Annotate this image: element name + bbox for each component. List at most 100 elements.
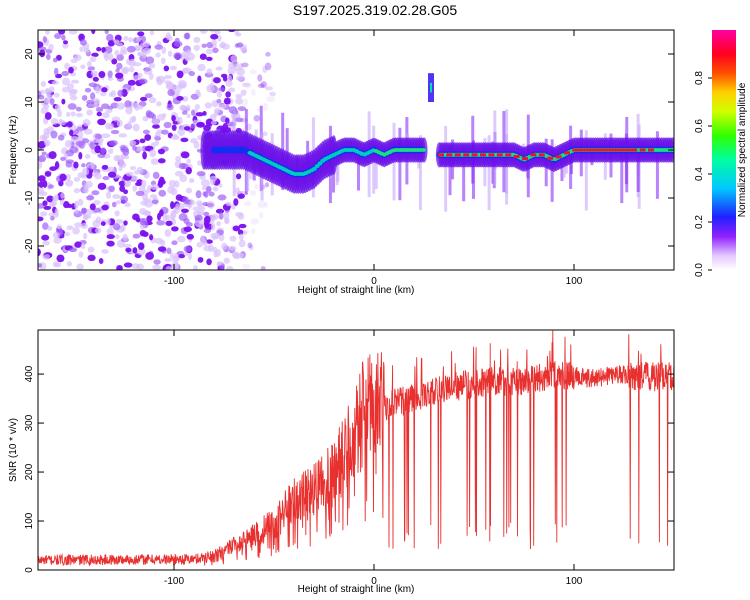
noise-speckle [108, 148, 114, 155]
noise-speckle [205, 56, 213, 61]
noise-speckle [65, 179, 74, 187]
noise-speckle [148, 96, 157, 104]
snr-panel: -100 0 100 0 100 200 300 400 Height of straight… [8, 329, 675, 595]
noise-speckle [120, 195, 129, 204]
noise-speckle [49, 98, 55, 106]
noise-speckle [235, 211, 244, 217]
noise-speckle [65, 111, 71, 117]
noise-speckle [223, 97, 231, 105]
noise-speckle [105, 191, 112, 199]
noise-speckle [124, 202, 131, 208]
noise-speckle [190, 109, 195, 116]
noise-speckle [119, 185, 126, 192]
noise-speckle [70, 79, 80, 84]
noise-speckle [81, 163, 86, 168]
noise-speckle [102, 176, 110, 181]
noise-speckle [205, 48, 213, 55]
noise-speckle [225, 91, 231, 98]
noise-speckle [216, 221, 221, 227]
noise-speckle [213, 232, 220, 239]
noise-speckle [125, 247, 132, 253]
noise-speckle [202, 191, 207, 197]
noise-speckle [188, 70, 196, 77]
noise-speckle [176, 95, 184, 101]
noise-speckle [174, 37, 180, 44]
noise-speckle [194, 214, 203, 222]
noise-speckle [241, 62, 249, 68]
noise-speckle [68, 30, 78, 35]
noise-speckle [61, 70, 70, 77]
noise-speckle [170, 201, 175, 210]
noise-speckle [186, 233, 194, 240]
noise-speckle [174, 262, 179, 270]
noise-speckle [48, 151, 57, 160]
noise-speckle [129, 116, 136, 124]
noise-speckle [200, 179, 210, 188]
noise-speckle [75, 140, 85, 147]
noise-speckle [187, 252, 193, 260]
noise-speckle [90, 92, 96, 100]
noise-speckle [188, 178, 195, 184]
noise-speckle [137, 52, 144, 57]
noise-speckle [92, 76, 99, 82]
noise-speckle [61, 86, 71, 93]
noise-speckle [151, 199, 159, 205]
noise-speckle [44, 170, 52, 177]
noise-speckle [128, 37, 133, 43]
noise-speckle [150, 158, 159, 165]
noise-speckle [184, 56, 191, 62]
noise-speckle [44, 112, 52, 120]
noise-speckle [84, 87, 92, 93]
noise-speckle [256, 107, 261, 112]
noise-speckle [123, 35, 129, 41]
trace-peak [648, 148, 654, 152]
noise-speckle [149, 30, 155, 36]
noise-speckle [164, 214, 171, 221]
trace-peak [496, 153, 503, 157]
trace-peak [555, 155, 562, 159]
noise-speckle [49, 166, 57, 171]
noise-speckle [215, 248, 222, 257]
streak [471, 140, 475, 199]
noise-speckle [90, 161, 95, 170]
noise-speckle [63, 232, 70, 237]
noise-speckle [104, 30, 109, 35]
noise-speckle [248, 244, 254, 251]
noise-speckle [59, 198, 65, 205]
noise-speckle [42, 222, 49, 230]
noise-speckle [218, 104, 228, 109]
noise-speckle [178, 162, 186, 170]
noise-speckle [132, 123, 140, 132]
noise-speckle [171, 124, 177, 131]
noise-speckle [123, 220, 128, 226]
noise-speckle [38, 248, 41, 255]
noise-speckle [196, 122, 205, 127]
noise-speckle [141, 193, 149, 201]
noise-speckle [99, 91, 107, 97]
noise-speckle [157, 158, 166, 164]
noise-speckle [249, 189, 257, 197]
noise-speckle [89, 55, 97, 63]
noise-speckle [68, 66, 74, 74]
noise-speckle [196, 242, 203, 248]
trace-peak [480, 153, 486, 157]
noise-speckle [196, 170, 206, 177]
noise-speckle [144, 93, 153, 99]
spec-ytick-label: -20 [24, 238, 35, 253]
noise-speckle [233, 198, 239, 206]
noise-speckle [96, 111, 102, 117]
trace-peak [614, 148, 624, 152]
noise-speckle [197, 160, 202, 166]
noise-speckle [195, 200, 203, 207]
noise-speckle [106, 240, 115, 247]
noise-speckle [95, 107, 104, 112]
noise-speckle [180, 137, 189, 143]
noise-speckle [48, 86, 55, 93]
noise-speckle [228, 87, 236, 93]
noise-speckle [142, 115, 149, 122]
noise-speckle [148, 62, 156, 69]
noise-speckle [94, 146, 102, 154]
noise-speckle [167, 186, 175, 194]
noise-speckle [126, 45, 136, 53]
noise-speckle [92, 138, 100, 144]
